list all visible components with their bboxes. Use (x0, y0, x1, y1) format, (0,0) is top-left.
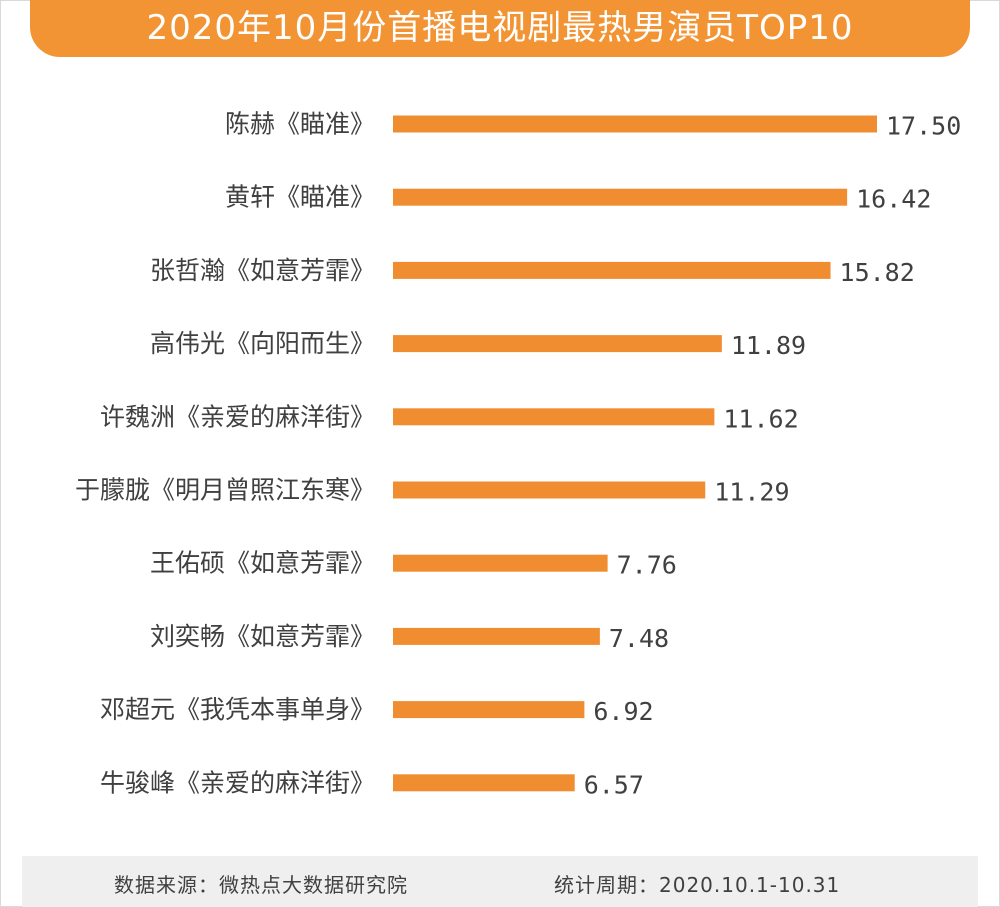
category-label: 许魏洲《亲爱的麻洋街》 (100, 402, 375, 431)
bar (393, 481, 706, 499)
category-label: 张哲瀚《如意芳霏》 (150, 256, 375, 285)
statistics-period-note: 统计周期：2020.10.1-10.31 (554, 873, 841, 897)
bar (393, 408, 715, 426)
title-banner (30, 0, 970, 57)
chart-title: 2020年10月份首播电视剧最热男演员TOP10 (146, 8, 854, 48)
value-label: 11.89 (731, 331, 806, 360)
value-label: 7.76 (617, 551, 677, 580)
category-label: 黄轩《瞄准》 (225, 183, 375, 212)
value-label: 6.92 (593, 697, 653, 726)
category-label: 王佑硕《如意芳霏》 (150, 549, 375, 578)
bar (393, 554, 608, 572)
category-label: 陈赫《瞄准》 (225, 110, 375, 139)
bar (393, 261, 831, 279)
bar (393, 188, 848, 206)
value-label: 11.29 (714, 478, 789, 507)
footer-bar: 数据来源：微热点大数据研究院 统计周期：2020.10.1-10.31 (22, 856, 978, 907)
value-label: 17.50 (886, 112, 961, 141)
bar (393, 701, 585, 719)
category-label: 邓超元《我凭本事单身》 (100, 695, 375, 724)
bar (393, 335, 722, 353)
category-label: 牛骏峰《亲爱的麻洋街》 (100, 768, 375, 797)
bar (393, 627, 600, 645)
value-label: 6.57 (584, 770, 644, 799)
value-label: 16.42 (856, 185, 931, 214)
category-label: 于朦胧《明月曾照江东寒》 (75, 476, 375, 505)
value-label: 15.82 (840, 258, 915, 287)
category-label: 高伟光《向阳而生》 (150, 329, 375, 358)
category-label: 刘奕畅《如意芳霏》 (150, 622, 375, 651)
data-source-note: 数据来源：微热点大数据研究院 (114, 873, 408, 897)
bar (393, 774, 575, 792)
value-label: 7.48 (609, 624, 669, 653)
bar (393, 115, 877, 133)
value-label: 11.62 (723, 404, 798, 433)
